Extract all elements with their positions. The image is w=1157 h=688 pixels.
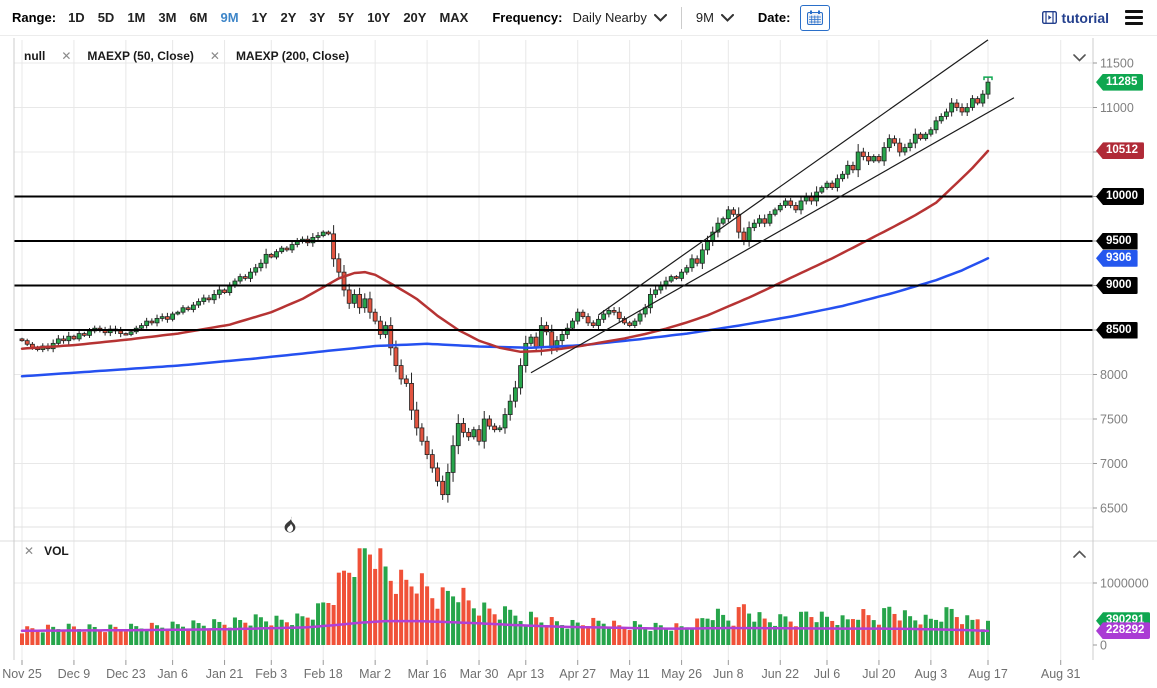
range-option-20y[interactable]: 20Y xyxy=(403,10,427,25)
divider xyxy=(680,6,682,29)
period-select[interactable]: 9M xyxy=(696,10,734,25)
tutorial-link[interactable]: tutorial xyxy=(1041,9,1109,26)
period-value: 9M xyxy=(695,10,714,25)
maexp200-line xyxy=(20,257,990,378)
range-label: Range: xyxy=(12,10,57,25)
range-option-max[interactable]: MAX xyxy=(439,10,469,25)
svg-text:Jul 6: Jul 6 xyxy=(814,667,840,681)
range-option-10y[interactable]: 10Y xyxy=(367,10,391,25)
range-options: 1D 5D 1M 3M 6M 9M 1Y 2Y 3Y 5Y 10Y 20Y MAX xyxy=(68,10,468,25)
close-icon[interactable]: ✕ xyxy=(24,544,35,558)
grid xyxy=(0,40,1157,660)
svg-text:Jun 22: Jun 22 xyxy=(761,667,799,681)
svg-text:0: 0 xyxy=(1100,639,1107,653)
svg-text:Feb 18: Feb 18 xyxy=(304,667,343,681)
svg-text:Feb 3: Feb 3 xyxy=(255,667,287,681)
indicator-label-1: MAEXP (50, Close) xyxy=(87,49,194,63)
horizontal-price-lines xyxy=(14,195,1093,331)
maexp50-value-badge: 10512 xyxy=(1096,142,1144,160)
range-option-1m[interactable]: 1M xyxy=(127,10,146,25)
watermark-flame-icon xyxy=(283,516,297,538)
volume-indicator-row: ✕ VOL xyxy=(24,544,69,558)
axes xyxy=(13,38,1097,665)
svg-text:May 26: May 26 xyxy=(661,667,702,681)
svg-text:Jan 21: Jan 21 xyxy=(206,667,244,681)
maexp200-value-badge: 9306 xyxy=(1096,249,1138,267)
indicator-label-2: MAEXP (200, Close) xyxy=(235,49,350,63)
hline-badge-10000[interactable]: 10000 xyxy=(1096,188,1144,205)
indicator-row: null ✕ MAEXP (50, Close) ✕ MAEXP (200, Close… xyxy=(24,49,349,63)
svg-text:Aug 3: Aug 3 xyxy=(915,667,948,681)
svg-text:Dec 23: Dec 23 xyxy=(106,667,146,681)
frequency-value: Daily Nearby xyxy=(572,10,647,25)
trend-channel xyxy=(530,39,1015,374)
chevron-down-icon xyxy=(720,13,734,22)
close-icon[interactable]: ✕ xyxy=(61,49,72,63)
svg-text:7500: 7500 xyxy=(1100,413,1128,427)
vol-label: VOL xyxy=(44,544,69,558)
svg-text:Mar 16: Mar 16 xyxy=(408,667,447,681)
svg-text:7000: 7000 xyxy=(1100,457,1128,471)
svg-text:11000: 11000 xyxy=(1100,101,1134,115)
frequency-label: Frequency: xyxy=(492,10,563,25)
svg-text:Jul 20: Jul 20 xyxy=(862,667,895,681)
svg-text:Jan 6: Jan 6 xyxy=(157,667,188,681)
collapse-price-panel-button[interactable] xyxy=(1068,50,1090,66)
collapse-volume-panel-button[interactable] xyxy=(1068,546,1090,562)
frequency-select[interactable]: Daily Nearby xyxy=(572,10,667,25)
price-axis-labels: 11500 11000 8000 7500 7000 6500 1000000 0 xyxy=(1100,57,1149,653)
range-option-3y[interactable]: 3Y xyxy=(309,10,326,25)
hline-badge-9000[interactable]: 9000 xyxy=(1096,277,1138,294)
hline-badge-8500[interactable]: 8500 xyxy=(1096,321,1138,339)
hline-badge-9500[interactable]: 9500 xyxy=(1096,232,1138,250)
volume-bars xyxy=(20,548,990,645)
svg-text:Dec 9: Dec 9 xyxy=(58,667,91,681)
last-candle-marker xyxy=(983,76,993,81)
svg-text:11500: 11500 xyxy=(1100,57,1134,71)
chevron-down-icon xyxy=(1072,54,1086,62)
svg-text:Mar 30: Mar 30 xyxy=(460,667,499,681)
date-axis-labels: Nov 25 Dec 9 Dec 23 Jan 6 Jan 21 Feb 3 Feb 18 M… xyxy=(2,667,1080,681)
range-option-1d[interactable]: 1D xyxy=(68,10,85,25)
indicator-label-0: null xyxy=(24,49,46,63)
menu-icon[interactable] xyxy=(1123,8,1145,27)
video-icon xyxy=(1041,11,1057,24)
last-price-badge: 11285 xyxy=(1096,73,1144,91)
range-option-5y[interactable]: 5Y xyxy=(338,10,355,25)
range-option-3m[interactable]: 3M xyxy=(158,10,177,25)
maexp50-line xyxy=(20,149,990,354)
tutorial-label: tutorial xyxy=(1061,9,1109,26)
svg-text:1000000: 1000000 xyxy=(1100,577,1149,591)
range-option-5d[interactable]: 5D xyxy=(97,10,115,25)
chevron-up-icon xyxy=(1072,550,1086,558)
svg-text:Apr 13: Apr 13 xyxy=(507,667,544,681)
volume-ma-badge: 228292 xyxy=(1096,622,1151,640)
svg-text:Aug 17: Aug 17 xyxy=(968,667,1008,681)
close-icon[interactable]: ✕ xyxy=(209,49,220,63)
toolbar: Range: 1D 5D 1M 3M 6M 9M 1Y 2Y 3Y 5Y 10Y 20Y MAX Fre… xyxy=(0,0,1157,36)
svg-text:Jun 8: Jun 8 xyxy=(713,667,744,681)
svg-text:Mar 2: Mar 2 xyxy=(359,667,391,681)
calendar-icon xyxy=(807,10,824,25)
svg-text:Aug 31: Aug 31 xyxy=(1041,667,1081,681)
range-option-1y[interactable]: 1Y xyxy=(251,10,268,25)
svg-text:6500: 6500 xyxy=(1100,502,1128,516)
range-option-9m[interactable]: 9M xyxy=(220,10,239,25)
svg-text:Apr 27: Apr 27 xyxy=(559,667,596,681)
range-option-2y[interactable]: 2Y xyxy=(280,10,297,25)
range-option-6m[interactable]: 6M xyxy=(189,10,208,25)
volume-ma-line xyxy=(20,619,990,633)
svg-text:May 11: May 11 xyxy=(610,667,650,681)
calendar-button[interactable] xyxy=(800,4,831,31)
chevron-down-icon xyxy=(653,13,667,22)
date-label: Date: xyxy=(757,10,791,25)
svg-text:8000: 8000 xyxy=(1100,368,1128,382)
svg-text:Nov 25: Nov 25 xyxy=(2,667,42,681)
